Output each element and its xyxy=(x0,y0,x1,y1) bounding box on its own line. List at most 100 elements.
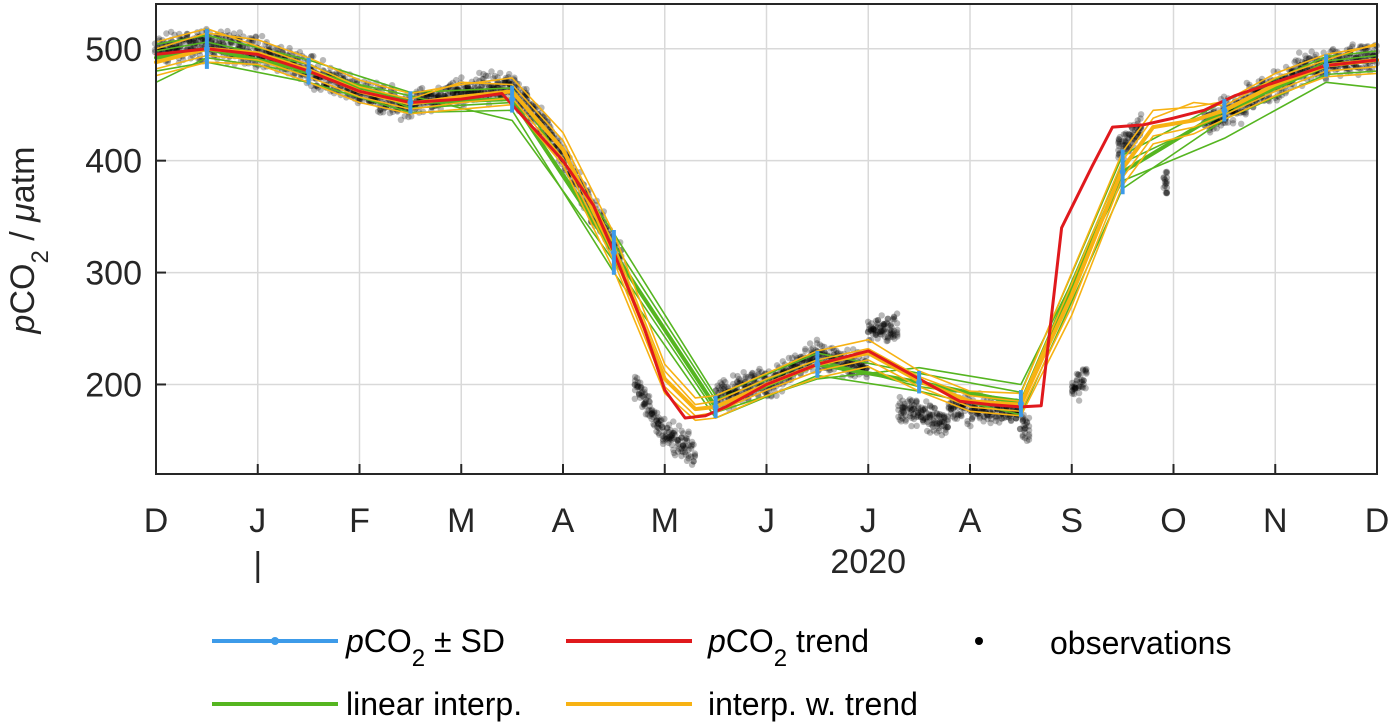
x-tick-label: S xyxy=(1060,502,1083,540)
observation-point xyxy=(497,69,504,77)
observation-point xyxy=(933,410,941,418)
observation-point xyxy=(1078,378,1086,386)
observation-point xyxy=(942,426,949,433)
observation-point xyxy=(637,384,644,391)
observation-point xyxy=(910,402,918,409)
observation-point xyxy=(884,315,891,322)
observation-point xyxy=(888,324,895,331)
observation-point xyxy=(641,389,648,396)
observation-point xyxy=(189,37,196,45)
observation-point xyxy=(1213,125,1221,132)
observation-point xyxy=(379,109,387,116)
observation-point xyxy=(908,406,916,414)
observation-point xyxy=(779,358,786,365)
observation-point xyxy=(679,448,687,456)
observation-point xyxy=(685,430,692,437)
observation-point xyxy=(685,446,692,453)
observation-point xyxy=(640,400,647,408)
observation-point xyxy=(1125,130,1132,138)
observation-point xyxy=(867,326,875,333)
observation-point xyxy=(868,327,875,334)
x-tick-label: A xyxy=(959,502,982,540)
observation-point xyxy=(688,453,695,460)
observation-point xyxy=(1019,416,1027,423)
observation-point xyxy=(1000,414,1008,422)
observation-point xyxy=(659,437,667,445)
observation-point xyxy=(863,374,870,381)
observation-point xyxy=(884,337,891,344)
observation-point xyxy=(872,331,880,338)
observation-point xyxy=(747,371,755,379)
observation-point xyxy=(482,72,489,79)
observation-point xyxy=(1125,131,1133,138)
observation-point xyxy=(944,423,951,431)
observation-point xyxy=(810,345,817,352)
observation-point xyxy=(899,403,906,411)
observation-point xyxy=(637,394,644,401)
observation-point xyxy=(645,393,653,400)
observation-point xyxy=(854,362,861,369)
observation-point xyxy=(880,322,887,330)
observation-point xyxy=(183,39,190,46)
observation-point xyxy=(1163,189,1171,197)
observation-point xyxy=(198,36,205,43)
observation-point xyxy=(926,402,934,409)
observation-point xyxy=(935,427,943,434)
observation-point xyxy=(718,384,726,391)
observation-point xyxy=(478,83,485,90)
observation-point xyxy=(930,417,937,425)
observation-point xyxy=(645,398,653,405)
observation-point xyxy=(444,90,452,98)
observation-point xyxy=(1229,120,1237,127)
observation-point xyxy=(1163,178,1170,185)
observation-point xyxy=(958,412,965,420)
observation-point xyxy=(813,336,821,343)
observation-point xyxy=(1224,119,1232,126)
monthly-mean-point xyxy=(1119,168,1126,175)
monthly-mean-point xyxy=(1221,107,1228,114)
observation-point xyxy=(923,409,930,416)
observation-point xyxy=(894,331,901,338)
observation-point xyxy=(668,430,675,437)
observation-point xyxy=(993,413,1001,420)
observation-point xyxy=(874,317,882,324)
x-tick-label: N xyxy=(1263,502,1288,540)
observation-point xyxy=(935,424,943,432)
observation-point xyxy=(904,405,911,412)
observation-point xyxy=(718,381,726,388)
legend: pCO2 ± SD pCO2 trend observations linear… xyxy=(212,623,1231,722)
observation-point xyxy=(520,86,528,93)
observation-point xyxy=(1349,41,1356,48)
monthly-mean-point xyxy=(1017,400,1024,407)
observation-point xyxy=(641,386,648,393)
observation-point xyxy=(1273,97,1281,104)
observation-point xyxy=(734,372,741,380)
observation-point xyxy=(802,345,809,353)
observation-point xyxy=(729,380,737,388)
observation-point xyxy=(639,392,646,399)
observation-point xyxy=(1025,427,1033,434)
observation-point xyxy=(1071,385,1079,392)
observation-point xyxy=(681,436,689,444)
observation-point xyxy=(678,452,685,460)
observation-point xyxy=(896,393,903,401)
observation-point xyxy=(904,398,911,405)
observation-point xyxy=(637,379,644,386)
observation-point xyxy=(925,414,933,421)
observation-point xyxy=(913,407,920,415)
observation-point xyxy=(899,397,906,404)
observation-point xyxy=(1069,384,1076,391)
legend-interp-label: interp. w. trend xyxy=(708,686,918,722)
observation-point xyxy=(258,32,266,40)
observation-point xyxy=(1122,131,1129,139)
observation-point xyxy=(656,425,663,432)
observation-point xyxy=(939,418,946,425)
observation-point xyxy=(464,83,471,90)
observation-point xyxy=(1130,131,1138,138)
observation-point xyxy=(887,327,894,334)
observation-point xyxy=(631,373,639,381)
observation-point xyxy=(898,412,905,419)
linear-interp-line xyxy=(155,61,1378,419)
observation-point xyxy=(1303,55,1310,62)
